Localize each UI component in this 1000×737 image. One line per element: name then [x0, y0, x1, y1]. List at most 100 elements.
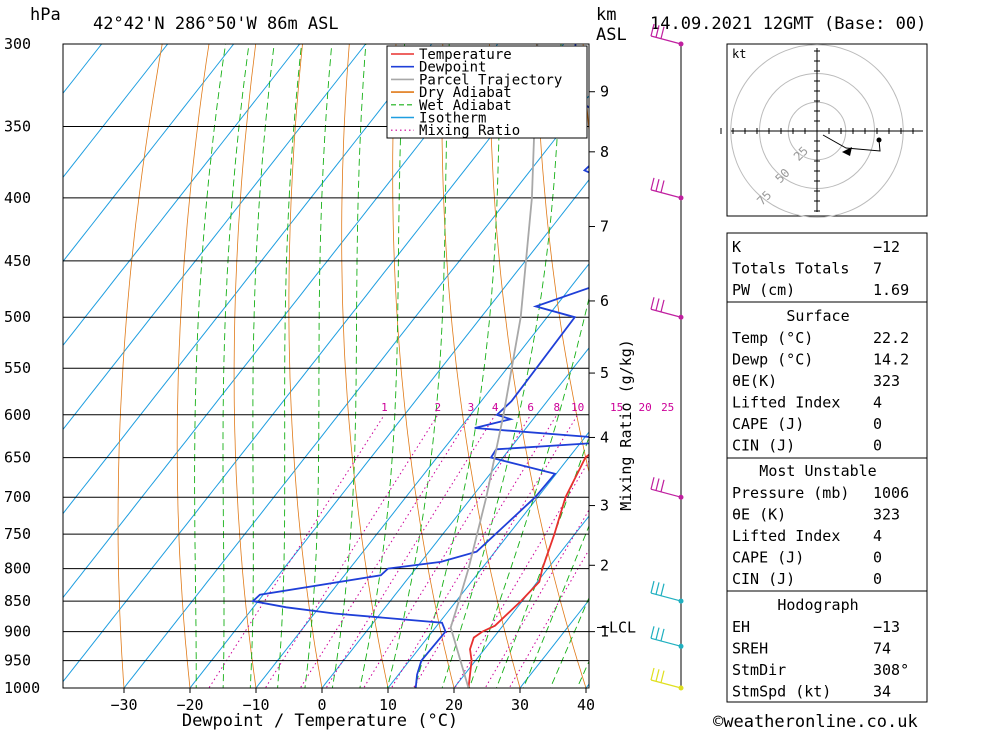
wind-barbs — [651, 24, 684, 691]
wind-barb-staff — [651, 190, 681, 198]
index-value: 0 — [873, 437, 882, 455]
index-value: 323 — [873, 372, 900, 390]
mixing-ratio-tick-label: 3 — [468, 401, 475, 414]
hodograph-unit: kt — [732, 47, 746, 61]
wind-barb-staff — [651, 489, 681, 497]
dry-adiabat-line — [234, 7, 261, 714]
dry-adiabat-line — [994, 7, 1000, 714]
index-value: −13 — [873, 618, 900, 636]
wet-adiabat-line — [195, 7, 232, 714]
wind-barb-feather — [651, 581, 654, 593]
wind-barb — [651, 477, 684, 500]
dry-adiabat-line — [342, 7, 394, 714]
wind-barb-feather — [661, 300, 664, 312]
temperature-tick-label: 30 — [511, 696, 529, 714]
height-tick-label: 9 — [600, 83, 609, 101]
index-label: StmDir — [732, 661, 786, 679]
isotherm-line — [0, 7, 263, 714]
mixing-ratio-tick-label: 20 — [638, 401, 651, 414]
pressure-tick-label: 300 — [4, 35, 31, 53]
wind-barb-staff — [651, 309, 681, 317]
pressure-tick-label: 650 — [4, 449, 31, 467]
index-label: CIN (J) — [732, 570, 795, 588]
wind-barb-feather — [656, 299, 659, 311]
pressure-tick-label: 850 — [4, 592, 31, 610]
index-label: Dewp (°C) — [732, 351, 813, 369]
wind-barb-feather — [661, 671, 664, 683]
pressure-tick-label: 900 — [4, 623, 31, 641]
asl-unit-label: ASL — [596, 25, 627, 45]
isotherm-line — [0, 7, 395, 714]
surface-title: Surface — [786, 307, 849, 325]
mixing-ratio-tick-label: 8 — [553, 401, 560, 414]
wind-barb-feather — [651, 297, 654, 309]
wind-barb-staff — [651, 638, 681, 646]
pressure-tick-label: 700 — [4, 488, 31, 506]
hodograph-point — [877, 138, 882, 143]
index-value: 308° — [873, 661, 909, 679]
mixing-ratio-axis-label: Mixing Ratio (g/kg) — [617, 339, 635, 511]
wind-barb-feather — [651, 477, 654, 489]
pressure-tick-label: 550 — [4, 359, 31, 377]
mixing-ratio-tick-label: 25 — [661, 401, 674, 414]
index-value: 7 — [873, 260, 882, 278]
mixing-ratio-tick-label: 10 — [571, 401, 584, 414]
height-tick-label: 7 — [600, 218, 609, 236]
wind-barb-feather — [651, 668, 654, 680]
index-label: Lifted Index — [732, 527, 840, 545]
x-axis-label: Dewpoint / Temperature (°C) — [182, 711, 458, 731]
pressure-tick-label: 500 — [4, 308, 31, 326]
location-title: 42°42'N 286°50'W 86m ASL — [93, 14, 339, 34]
wind-barb — [651, 626, 684, 649]
index-label: EH — [732, 618, 750, 636]
isotherm-line — [0, 7, 329, 714]
mixing-ratio-line — [494, 415, 667, 714]
index-label: Pressure (mb) — [732, 484, 849, 502]
wind-barb — [651, 581, 684, 604]
index-value: −12 — [873, 238, 900, 256]
index-label: SREH — [732, 640, 768, 658]
wind-barb-staff — [651, 36, 681, 44]
height-tick-label: 8 — [600, 143, 609, 161]
wind-barb-feather — [661, 629, 664, 641]
copyright: ©weatheronline.co.uk — [713, 712, 918, 732]
height-tick-label: 2 — [600, 556, 609, 574]
wind-barb — [651, 668, 684, 691]
pressure-tick-label: 800 — [4, 560, 31, 578]
wind-barb-feather — [661, 584, 664, 596]
index-label: CIN (J) — [732, 437, 795, 455]
height-tick-label: 3 — [600, 497, 609, 515]
index-value: 0 — [873, 415, 882, 433]
wind-barb-feather — [651, 178, 654, 190]
wind-barb-feather — [656, 628, 659, 640]
index-value: 1006 — [873, 484, 909, 502]
index-label: StmSpd (kt) — [732, 683, 831, 701]
dry-adiabat-line — [949, 7, 1000, 714]
height-tick-label: 1 — [600, 623, 609, 641]
index-value: 4 — [873, 394, 882, 412]
pressure-tick-label: 600 — [4, 406, 31, 424]
index-label: Temp (°C) — [732, 329, 813, 347]
wind-barb-feather — [651, 626, 654, 638]
index-value: 34 — [873, 683, 891, 701]
pressure-tick-label: 450 — [4, 252, 31, 270]
index-value: 22.2 — [873, 329, 909, 347]
mixing-ratio-tick-label: 1 — [381, 401, 388, 414]
pressure-tick-label: 750 — [4, 525, 31, 543]
index-value: 4 — [873, 527, 882, 545]
index-label: Totals Totals — [732, 260, 849, 278]
index-label: CAPE (J) — [732, 415, 804, 433]
pressure-tick-label: 1000 — [4, 679, 40, 697]
pressure-tick-label: 350 — [4, 117, 31, 135]
hpa-unit-label: hPa — [30, 5, 61, 25]
legend-label: Mixing Ratio — [419, 123, 520, 139]
index-value: 323 — [873, 506, 900, 524]
series-temperature — [469, 44, 696, 688]
index-label: Lifted Index — [732, 394, 840, 412]
pressure-tick-label: 950 — [4, 652, 31, 670]
wind-barb-feather — [656, 179, 659, 191]
